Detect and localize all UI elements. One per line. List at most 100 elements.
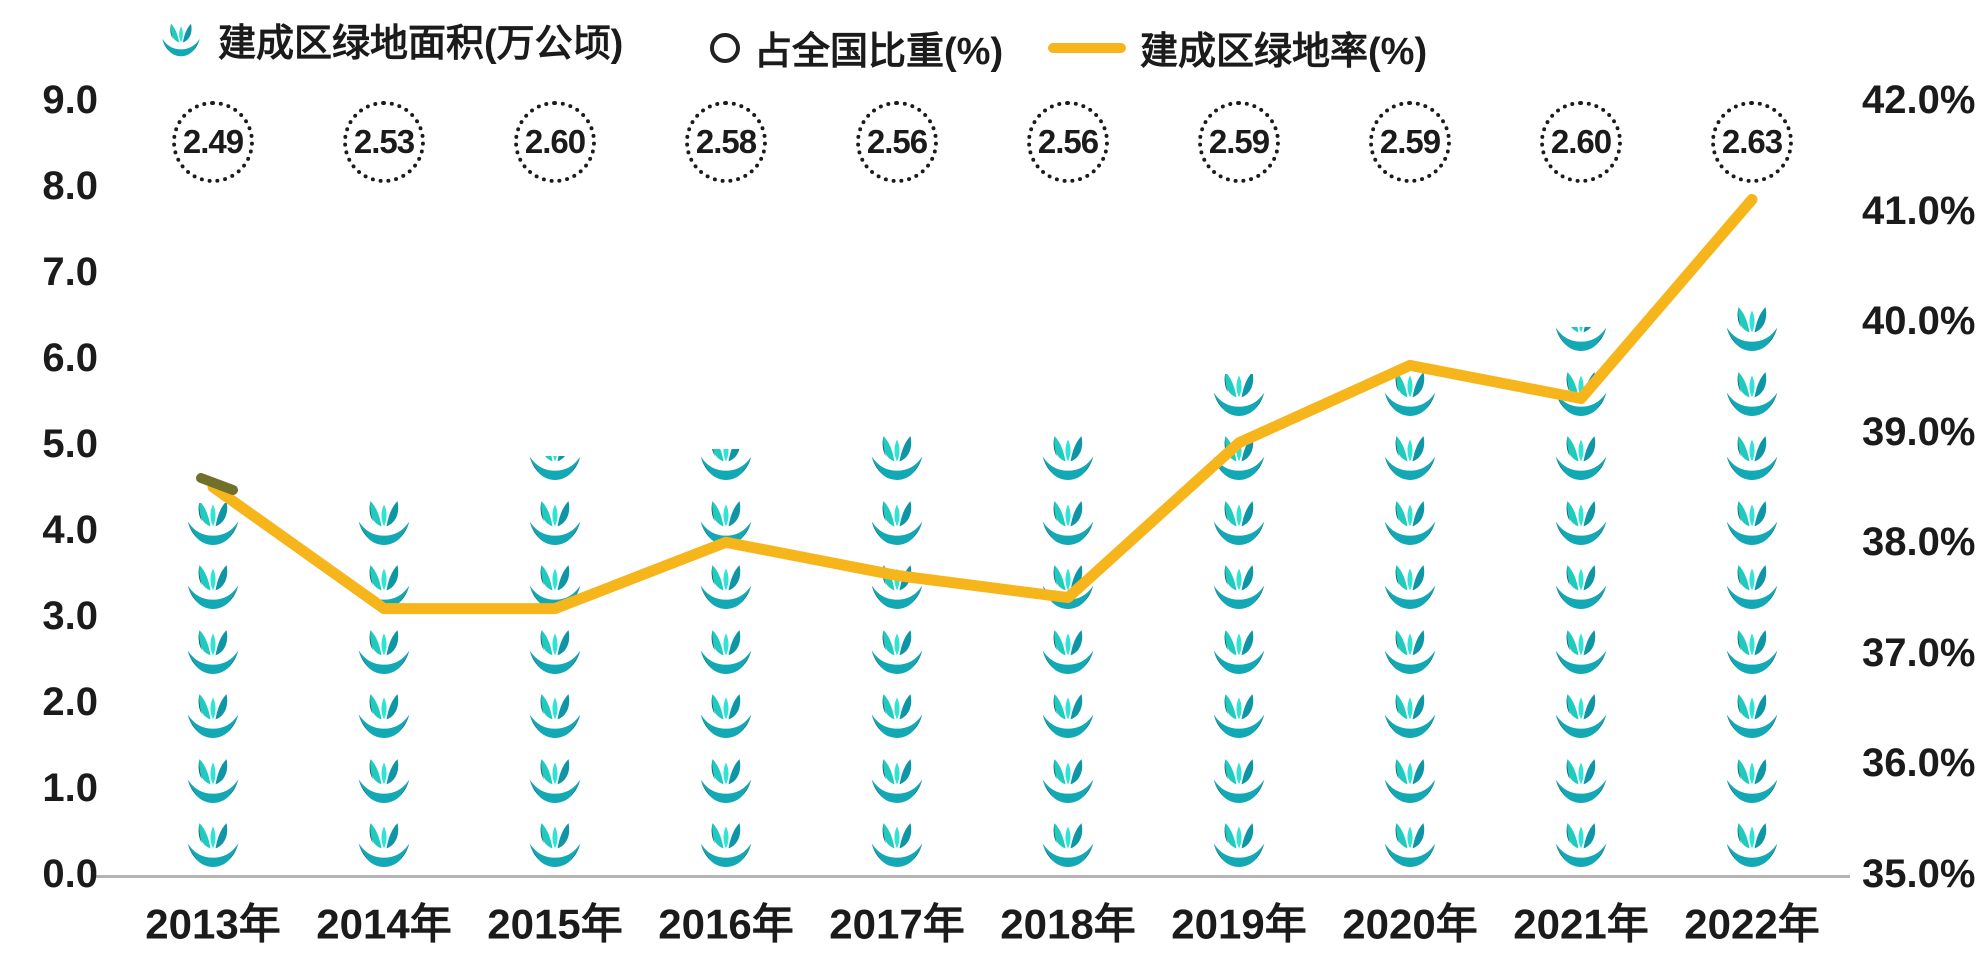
pictogram-icon bbox=[1724, 689, 1780, 743]
right-axis-tick: 38.0% bbox=[1862, 520, 1976, 565]
rate-line-start-cap bbox=[196, 473, 238, 495]
plant-icon bbox=[358, 500, 410, 545]
pictogram-icon bbox=[356, 754, 412, 808]
pictogram-icon bbox=[869, 496, 925, 550]
legend-label-rate: 建成区绿地率(%) bbox=[1140, 31, 1428, 73]
pictogram-icon bbox=[1553, 431, 1609, 485]
legend-item-area: 建成区绿地面积(万公顷) bbox=[158, 12, 623, 67]
plant-icon bbox=[1384, 758, 1436, 803]
pictogram-icon bbox=[527, 818, 583, 872]
pictogram-icon bbox=[1040, 560, 1096, 614]
plant-icon bbox=[187, 565, 239, 609]
pictogram-icon bbox=[185, 560, 241, 614]
pictogram-icon bbox=[185, 689, 241, 743]
legend: 建成区绿地面积(万公顷) 占全国比重(%) 建成区绿地率(%) bbox=[0, 0, 1987, 73]
plant-icon bbox=[1726, 371, 1778, 416]
legend-label-share: 占全国比重(%) bbox=[754, 31, 1004, 73]
right-axis-tick: 37.0% bbox=[1862, 630, 1976, 675]
x-axis-label: 2019年 bbox=[1171, 900, 1307, 948]
plant-icon bbox=[187, 823, 239, 867]
right-axis-tick: 35.0% bbox=[1862, 852, 1976, 896]
plant-icon bbox=[1384, 436, 1436, 480]
share-value-badge: 2.59 bbox=[1198, 101, 1280, 183]
pictogram-icon bbox=[698, 625, 754, 679]
x-axis-label: 2017年 bbox=[829, 900, 965, 948]
legend-item-share: 占全国比重(%) bbox=[710, 20, 1003, 75]
pictogram-icon bbox=[1724, 625, 1780, 679]
left-axis-tick: 1.0 bbox=[42, 766, 98, 810]
plant-icon bbox=[1726, 565, 1778, 609]
pictogram-icon bbox=[698, 560, 754, 614]
plant-icon bbox=[1384, 371, 1436, 416]
plant-icon bbox=[871, 436, 923, 480]
share-value-badge: 2.60 bbox=[1540, 101, 1622, 183]
plant-icon bbox=[1384, 629, 1436, 674]
plant-icon bbox=[1555, 823, 1607, 867]
plant-icon bbox=[1213, 436, 1265, 480]
plant-icon bbox=[700, 449, 752, 480]
pictogram-icon bbox=[1724, 431, 1780, 485]
pictogram-icon-partial bbox=[1040, 435, 1096, 485]
pictogram-icon-partial bbox=[698, 449, 754, 485]
right-axis-tick: 39.0% bbox=[1862, 409, 1976, 454]
plant-icon bbox=[529, 456, 581, 480]
plant-icon bbox=[1384, 694, 1436, 738]
plant-icon bbox=[871, 500, 923, 545]
plant-icon bbox=[1042, 823, 1094, 867]
pictogram-icon bbox=[1211, 689, 1267, 743]
plant-icon bbox=[187, 502, 239, 545]
pictogram-icon bbox=[869, 689, 925, 743]
x-axis-label: 2014年 bbox=[316, 900, 452, 948]
plant-icon bbox=[700, 758, 752, 803]
plant-icon bbox=[187, 629, 239, 674]
pictogram-icon bbox=[698, 818, 754, 872]
plant-icon bbox=[1555, 629, 1607, 674]
x-axis-label: 2015年 bbox=[487, 900, 623, 948]
pictogram-icon bbox=[1211, 754, 1267, 808]
plant-icon bbox=[1213, 629, 1265, 674]
plant-icon bbox=[1555, 694, 1607, 738]
pictogram-icon bbox=[869, 560, 925, 614]
pictogram-icon bbox=[1382, 496, 1438, 550]
plant-icon bbox=[529, 823, 581, 867]
pictogram-icon bbox=[1553, 625, 1609, 679]
plant-icon bbox=[358, 629, 410, 674]
plant-icon bbox=[1726, 758, 1778, 803]
share-value-badge: 2.53 bbox=[343, 101, 425, 183]
plant-icon bbox=[358, 565, 410, 609]
pictogram-icon bbox=[1211, 496, 1267, 550]
plant-icon bbox=[1726, 307, 1778, 351]
plant-icon bbox=[187, 694, 239, 738]
share-value-badge: 2.56 bbox=[856, 101, 938, 183]
pictogram-icon bbox=[185, 754, 241, 808]
pictogram-icon bbox=[1382, 367, 1438, 421]
plant-icon bbox=[187, 758, 239, 803]
plant-icon bbox=[1213, 373, 1265, 416]
left-axis-tick: 4.0 bbox=[42, 508, 98, 552]
left-axis-tick: 3.0 bbox=[42, 594, 98, 638]
pictogram-icon bbox=[698, 689, 754, 743]
plant-icon bbox=[358, 694, 410, 738]
plant-icon bbox=[871, 629, 923, 674]
pictogram-icon bbox=[698, 754, 754, 808]
pictogram-icon-partial bbox=[185, 502, 241, 550]
x-axis-label: 2013年 bbox=[145, 900, 281, 948]
pictogram-icon bbox=[1382, 431, 1438, 485]
plant-icon bbox=[529, 694, 581, 738]
pictogram-icon bbox=[869, 754, 925, 808]
pictogram-icon bbox=[1553, 818, 1609, 872]
pictogram-icon bbox=[1382, 625, 1438, 679]
left-axis-tick: 7.0 bbox=[42, 250, 98, 294]
plant-icon bbox=[1213, 823, 1265, 867]
left-axis-tick: 6.0 bbox=[42, 336, 98, 380]
right-axis-tick: 42.0% bbox=[1862, 78, 1976, 122]
share-value-badge: 2.58 bbox=[685, 101, 767, 183]
pictogram-icon bbox=[1040, 689, 1096, 743]
pictogram-icon bbox=[1211, 560, 1267, 614]
pictogram-icon bbox=[1724, 818, 1780, 872]
pictogram-icon bbox=[185, 625, 241, 679]
x-axis-label: 2022年 bbox=[1684, 900, 1820, 948]
plant-icon bbox=[1213, 694, 1265, 738]
share-value-badge: 2.56 bbox=[1027, 101, 1109, 183]
